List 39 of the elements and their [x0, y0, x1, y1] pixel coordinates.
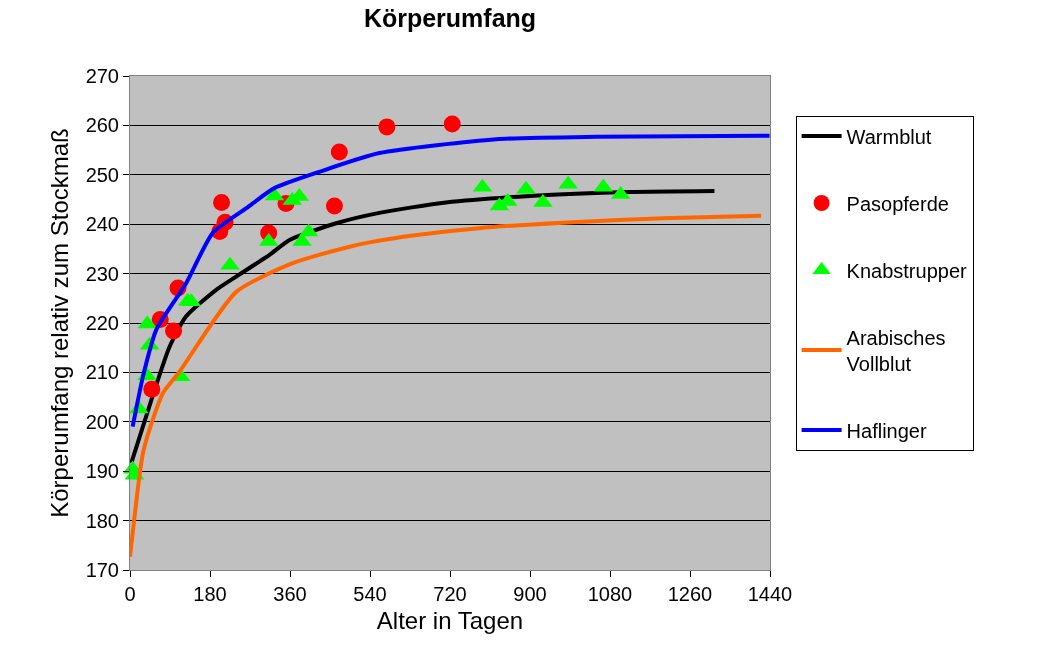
legend-label: Knabstrupper	[846, 259, 968, 282]
y-tick-label: 190	[85, 460, 119, 483]
y-tick-label: 240	[85, 213, 119, 236]
x-axis-title: Alter in Tagen	[376, 607, 524, 635]
chart-title: Körperumfang	[363, 4, 537, 33]
x-tick-label: 720	[433, 583, 467, 605]
point	[220, 256, 240, 270]
y-tick-label: 180	[85, 509, 119, 532]
x-tick-label: 1440	[747, 583, 793, 605]
x-tick-label: 1080	[587, 583, 633, 605]
legend-label: Haflinger	[846, 419, 927, 442]
x-tick-label: 180	[193, 583, 227, 605]
point	[165, 322, 183, 340]
y-tick-label: 260	[85, 114, 119, 137]
point	[330, 143, 348, 161]
x-tick-label: 1260	[667, 583, 713, 605]
point	[143, 380, 161, 398]
line-series	[130, 213, 764, 559]
x-tick-label: 540	[353, 583, 387, 605]
y-tick-label: 200	[85, 410, 119, 433]
y-tick-label: 210	[85, 361, 119, 384]
x-tick-label: 0	[124, 583, 136, 605]
point	[378, 118, 396, 136]
legend-label: Warmblut	[846, 125, 932, 148]
point	[516, 180, 536, 194]
y-tick-label: 170	[85, 559, 119, 581]
y-tick-label: 250	[85, 163, 119, 186]
point	[213, 193, 231, 211]
x-tick-label: 900	[513, 583, 547, 605]
x-tick-label: 360	[273, 583, 307, 605]
y-tick-label: 220	[85, 312, 119, 334]
legend-label: Arabisches Vollblut	[846, 326, 946, 375]
y-tick-label: 270	[85, 65, 119, 87]
point	[443, 115, 461, 133]
y-axis-title: Körperumfang relativ zum Stockmaß	[45, 128, 73, 518]
legend-label: Pasopferde	[846, 192, 949, 215]
point	[325, 197, 343, 215]
y-tick-label: 230	[85, 262, 119, 285]
point	[533, 193, 553, 207]
